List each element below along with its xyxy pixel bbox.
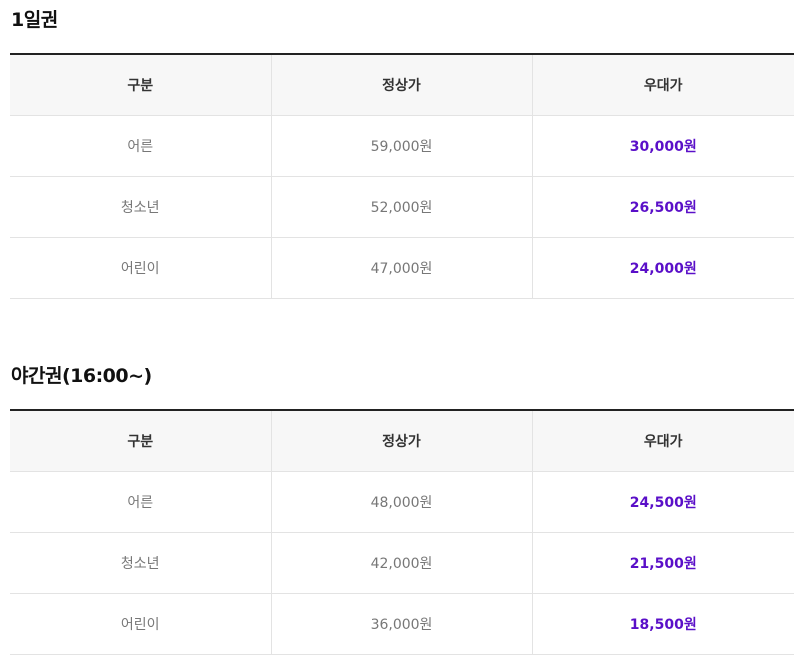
table-row: 어린이 36,000원 18,500원 bbox=[10, 593, 794, 655]
regular-price-cell: 48,000원 bbox=[270, 471, 532, 533]
discount-price-cell: 30,000원 bbox=[531, 115, 794, 177]
discount-price-cell: 18,500원 bbox=[531, 593, 794, 655]
category-cell: 어린이 bbox=[10, 593, 271, 655]
table-header-row: 구분 정상가 우대가 bbox=[10, 410, 794, 472]
table-row: 어른 48,000원 24,500원 bbox=[10, 471, 794, 533]
price-table: 구분 정상가 우대가 어른 59,000원 30,000원 청소년 52,000… bbox=[10, 53, 794, 299]
discount-price-cell: 21,500원 bbox=[531, 532, 794, 594]
table-row: 청소년 42,000원 21,500원 bbox=[10, 532, 794, 594]
discount-price-cell: 26,500원 bbox=[531, 176, 794, 238]
column-header-discount-price: 우대가 bbox=[531, 54, 794, 116]
discount-price-cell: 24,500원 bbox=[531, 471, 794, 533]
regular-price-cell: 59,000원 bbox=[270, 115, 532, 177]
category-cell: 청소년 bbox=[10, 176, 271, 238]
day-pass-section: 1일권 구분 정상가 우대가 어른 59,000원 30,000원 청소년 52… bbox=[10, 2, 794, 299]
regular-price-cell: 36,000원 bbox=[270, 593, 532, 655]
regular-price-cell: 47,000원 bbox=[270, 237, 532, 299]
table-row: 청소년 52,000원 26,500원 bbox=[10, 176, 794, 238]
column-header-regular-price: 정상가 bbox=[270, 54, 532, 116]
section-title: 야간권(16:00~) bbox=[11, 365, 152, 387]
category-cell: 어린이 bbox=[10, 237, 271, 299]
column-header-category: 구분 bbox=[10, 410, 271, 472]
category-cell: 어른 bbox=[10, 471, 271, 533]
night-pass-section: 야간권(16:00~) 구분 정상가 우대가 어른 48,000원 24,500… bbox=[10, 358, 794, 655]
category-cell: 어른 bbox=[10, 115, 271, 177]
category-cell: 청소년 bbox=[10, 532, 271, 594]
section-title: 1일권 bbox=[11, 9, 58, 31]
column-header-discount-price: 우대가 bbox=[531, 410, 794, 472]
regular-price-cell: 42,000원 bbox=[270, 532, 532, 594]
discount-price-cell: 24,000원 bbox=[531, 237, 794, 299]
regular-price-cell: 52,000원 bbox=[270, 176, 532, 238]
table-row: 어린이 47,000원 24,000원 bbox=[10, 237, 794, 299]
table-header-row: 구분 정상가 우대가 bbox=[10, 54, 794, 116]
table-row: 어른 59,000원 30,000원 bbox=[10, 115, 794, 177]
column-header-category: 구분 bbox=[10, 54, 271, 116]
column-header-regular-price: 정상가 bbox=[270, 410, 532, 472]
price-table: 구분 정상가 우대가 어른 48,000원 24,500원 청소년 42,000… bbox=[10, 409, 794, 655]
